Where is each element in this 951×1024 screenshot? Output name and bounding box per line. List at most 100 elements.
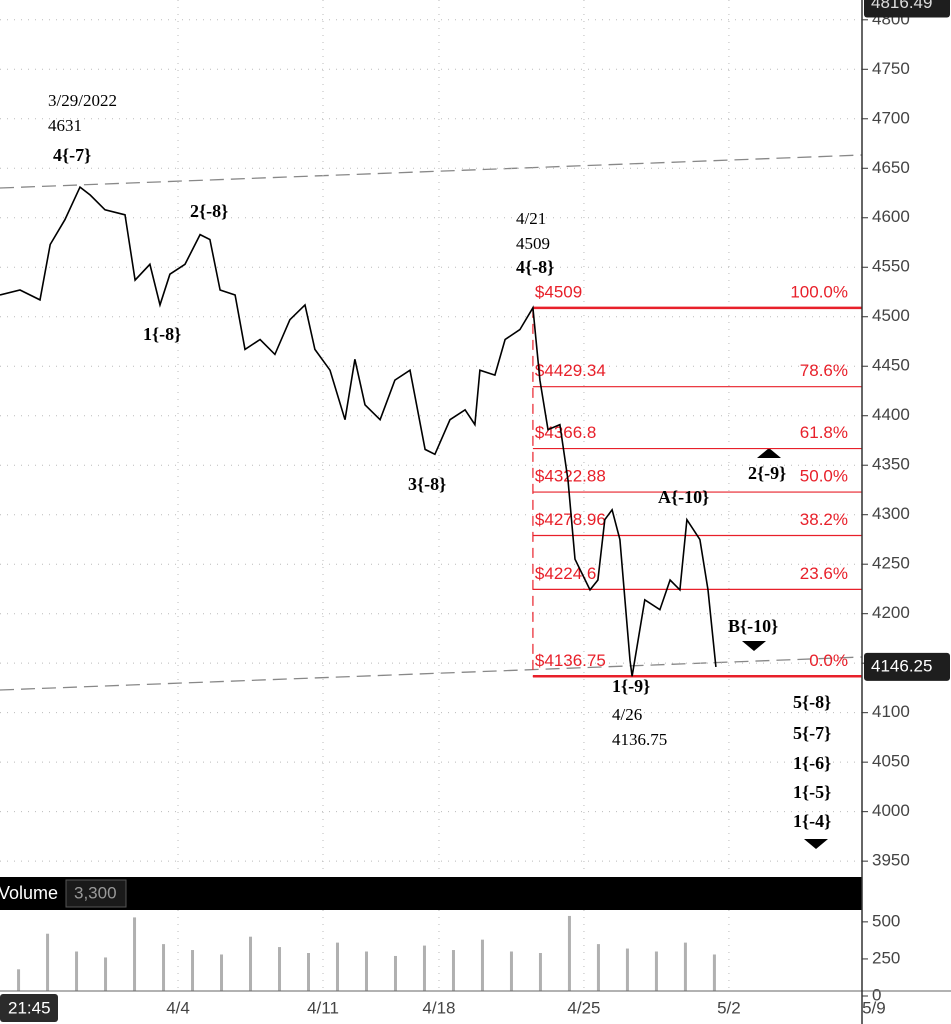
volume-bar (509, 951, 513, 996)
volume-bar (162, 944, 166, 996)
y-tick-label: 4100 (872, 702, 910, 721)
fib-price-label: $4322.88 (535, 467, 606, 486)
volume-bar (538, 953, 542, 996)
wave-annotation: 1{-5} (793, 782, 831, 802)
wave-annotation: A{-10} (658, 487, 709, 507)
volume-bar (654, 951, 658, 996)
volume-bar (422, 945, 426, 996)
wave-annotation: 4136.75 (612, 730, 667, 749)
high-price-label: 4816.49 (871, 0, 932, 12)
wave-annotation: 3{-8} (408, 474, 446, 494)
volume-header (0, 877, 862, 910)
y-tick-label: 4750 (872, 59, 910, 78)
price-axis: 3950400040504100415042004250430043504400… (862, 0, 950, 870)
date-labels: 4/4 4/11 4/18 4/25 5/2 5/9 (166, 998, 886, 1017)
volume-value-box (65, 879, 127, 908)
volume-bar (75, 951, 79, 996)
y-tick-label: 4550 (872, 257, 910, 276)
y-tick-label: 500 (872, 911, 900, 930)
wave-annotation: 4631 (48, 116, 82, 135)
volume-bar (712, 954, 716, 996)
volume-bar (335, 942, 339, 996)
volume-bar (306, 953, 310, 996)
volume-bar (133, 917, 137, 996)
volume-bar (451, 950, 455, 996)
x-tick-label: 4/18 (422, 998, 455, 1017)
down-triangle (804, 839, 828, 849)
y-tick-label: 4350 (872, 455, 910, 474)
fib-price-label: $4429.34 (535, 361, 606, 380)
fib-price-label: $4366.8 (535, 423, 596, 442)
price-line (0, 185, 717, 677)
wave-annotation: 1{-6} (793, 753, 831, 773)
fib-percent-label: 38.2% (800, 510, 848, 529)
y-tick-label: 4200 (872, 603, 910, 622)
volume-bar (17, 969, 21, 996)
wave-annotation: 4509 (516, 234, 550, 253)
volume-bar (104, 957, 108, 996)
volume-panel: 0 250 500 (17, 910, 900, 1004)
date-axis (0, 991, 862, 1024)
down-triangle (742, 641, 766, 651)
lower-trend-line (0, 656, 862, 691)
volume-bar (191, 950, 195, 996)
wave-annotation: 5{-8} (793, 692, 831, 712)
wave-annotation: B{-10} (728, 616, 778, 636)
fib-percent-label: 23.6% (800, 564, 848, 583)
y-tick-label: 4700 (872, 108, 910, 127)
fib-price-label: $4278.96 (535, 510, 606, 529)
volume-bar (220, 954, 224, 996)
volume-bar (596, 944, 600, 996)
wave-annotation: 1{-8} (143, 324, 181, 344)
wave-annotation: 2{-8} (190, 201, 228, 221)
y-tick-label: 250 (872, 948, 900, 967)
x-tick-label: 4/25 (567, 998, 600, 1017)
y-tick-label: 0 (872, 985, 881, 1004)
wave-annotation: 3/29/2022 (48, 91, 117, 110)
fib-percent-label: 78.6% (800, 361, 848, 380)
fib-price-label: $4224.6 (535, 564, 596, 583)
y-tick-label: 4400 (872, 405, 910, 424)
y-tick-label: 4000 (872, 801, 910, 820)
fib-percent-label: 100.0% (790, 282, 848, 301)
x-tick-label: 5/9 (862, 998, 886, 1017)
volume-bar (278, 947, 282, 996)
y-tick-label: 4300 (872, 504, 910, 523)
fib-price-label: $4509 (535, 282, 582, 301)
cursor-label: 21:45 (8, 998, 51, 1017)
volume-bar (364, 951, 368, 996)
wave-annotation: 2{-9} (748, 463, 786, 483)
wave-annotation: 1{-4} (793, 811, 831, 831)
volume-value: 3,300 (74, 883, 117, 902)
fib-percent-label: 61.8% (800, 423, 848, 442)
fib-percent-label: 0.0% (809, 651, 848, 670)
wave-annotation: 5{-7} (793, 723, 831, 743)
volume-bar (46, 933, 50, 996)
wave-annotation: 4{-7} (53, 145, 91, 165)
fib-percent-label: 50.0% (800, 467, 848, 486)
wave-annotation: 4/21 (516, 209, 546, 228)
y-tick-label: 4500 (872, 306, 910, 325)
y-tick-label: 4650 (872, 158, 910, 177)
x-tick-label: 5/2 (717, 998, 741, 1017)
price-panel: $4509 100.0% $4429.34 78.6% $4366.8 61.8% $432… (0, 0, 862, 875)
volume-bar (480, 939, 484, 996)
volume-bar (683, 942, 687, 996)
volume-bar (393, 955, 397, 996)
y-tick-label: 4250 (872, 554, 910, 573)
volume-title: Volume (0, 883, 58, 903)
up-triangle (757, 448, 781, 458)
x-tick-label: 4/11 (307, 998, 339, 1017)
volume-bar (625, 948, 629, 996)
volume-bar (567, 915, 571, 996)
wave-annotation: 4/26 (612, 705, 642, 724)
wave-annotation: 4{-8} (516, 257, 554, 277)
y-tick-label: 4050 (872, 752, 910, 771)
last-price-label: 4146.25 (871, 656, 932, 675)
x-tick-label: 4/4 (166, 998, 190, 1017)
y-tick-label: 4450 (872, 356, 910, 375)
volume-bar (249, 936, 253, 996)
high-price-tag (864, 0, 950, 18)
